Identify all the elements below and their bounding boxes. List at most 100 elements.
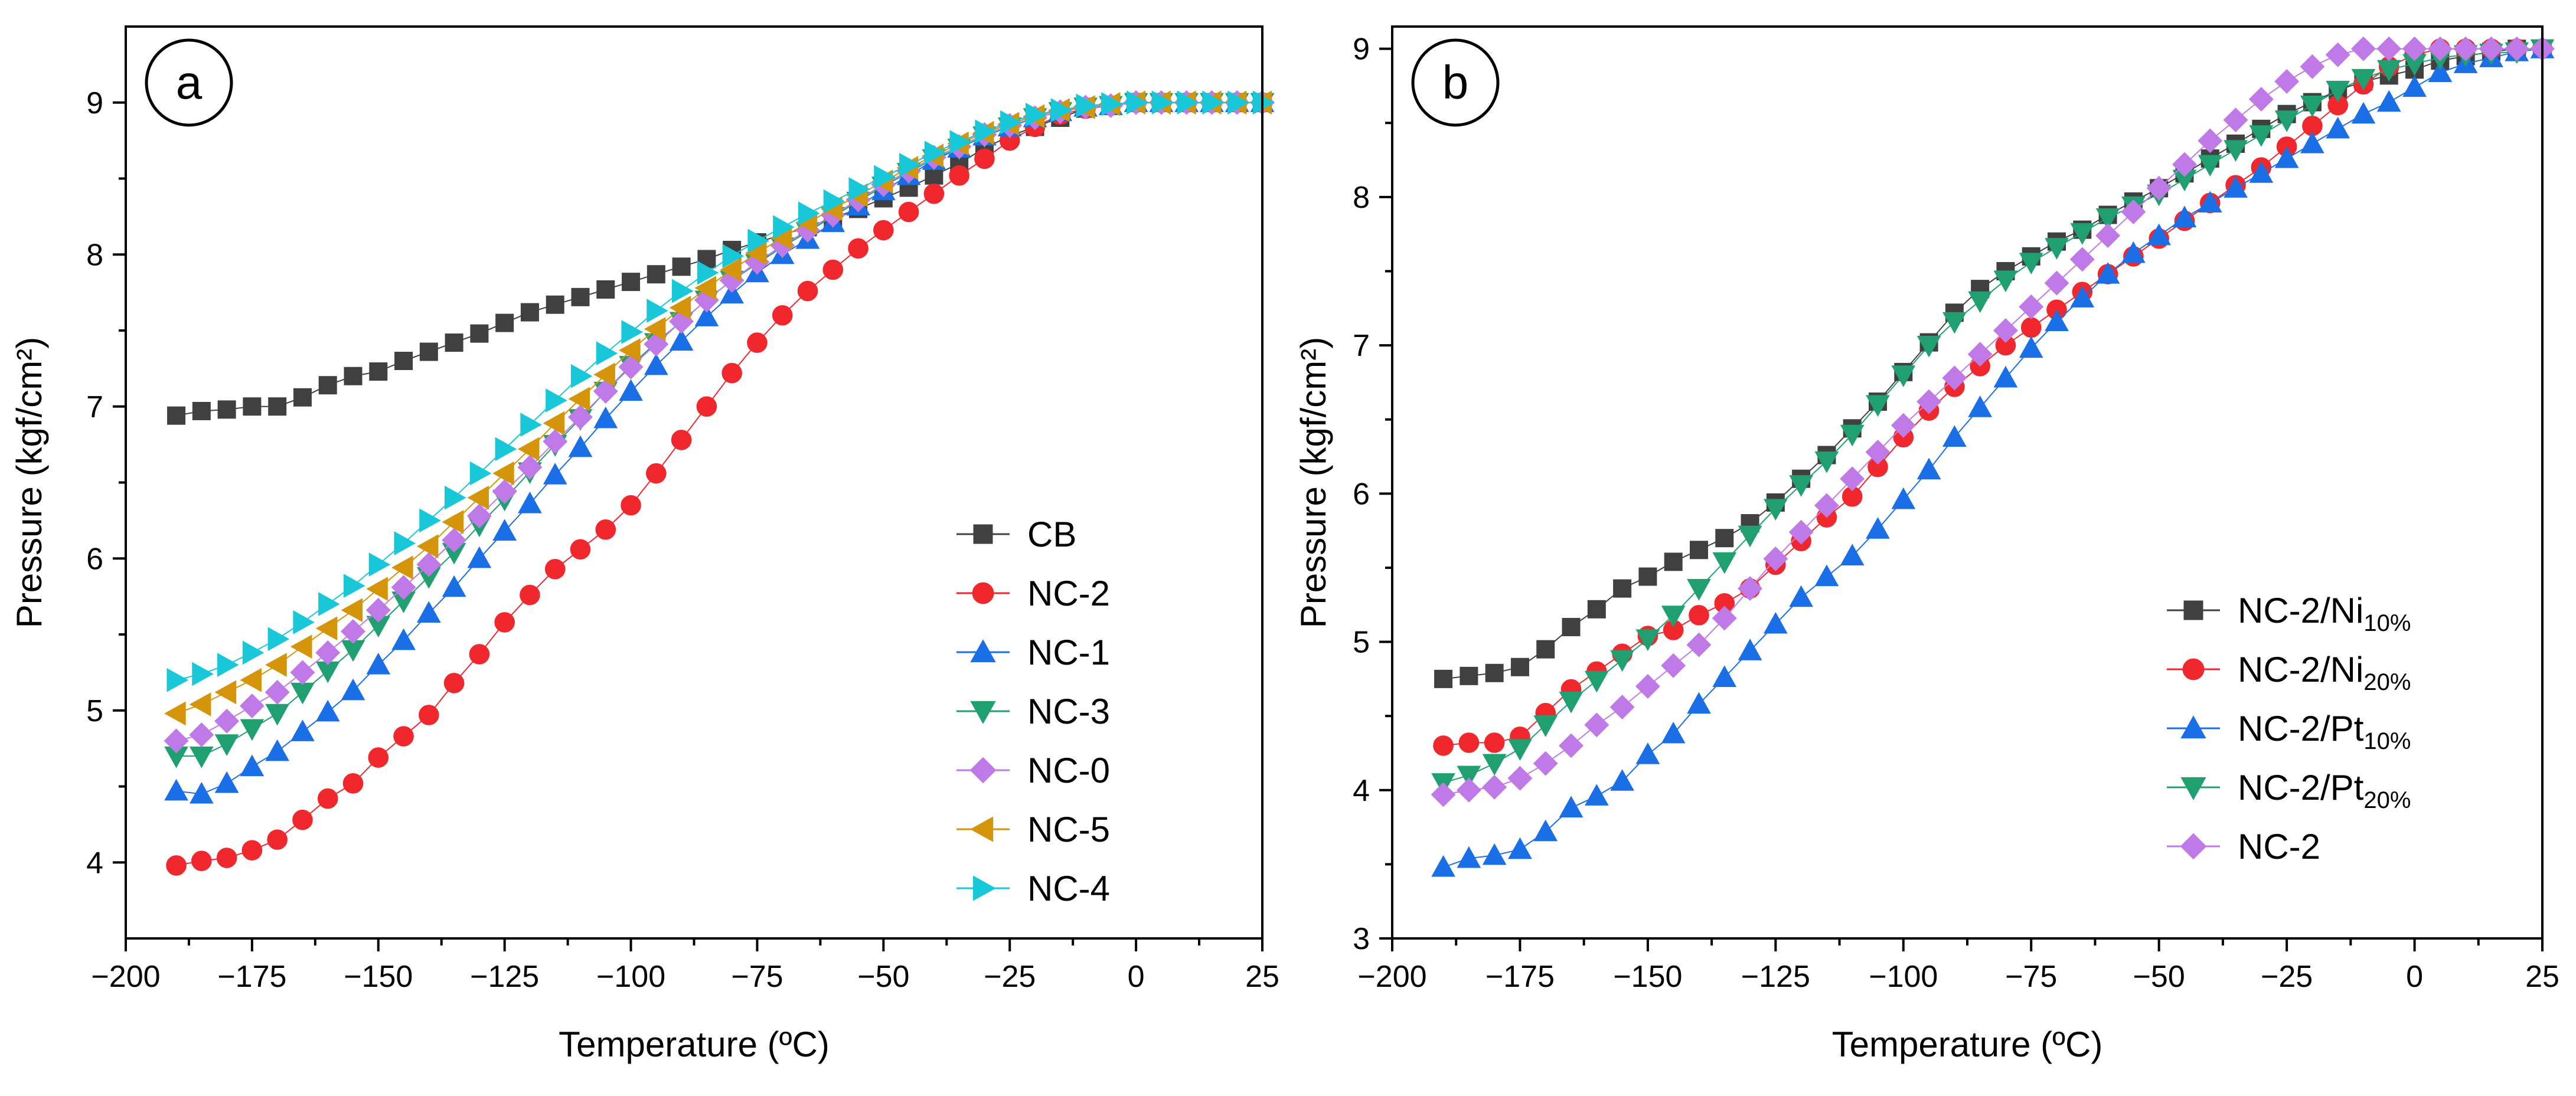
series-nc-2-ni10- [1434,40,2552,688]
data-point [1942,365,1967,391]
data-point [1151,90,1174,115]
data-point [1661,653,1686,678]
data-point [618,354,644,379]
series-line [1443,48,2542,680]
data-point [2019,253,2043,274]
data-point [543,463,567,485]
data-point [593,362,615,387]
data-point [2427,36,2453,61]
data-point [240,754,265,777]
data-point [2121,241,2146,263]
data-point [2147,223,2172,246]
data-point [520,303,539,322]
data-point [2402,36,2427,61]
data-point [492,479,517,504]
data-point [164,778,188,801]
legend-label: NC-2/Pt10% [2238,709,2411,754]
data-point [268,397,287,416]
x-tick-label: −175 [217,960,286,994]
data-point [1738,525,1762,548]
data-point [1127,90,1148,115]
data-point [2453,36,2479,61]
legend-item: NC-4 [956,869,1110,908]
legend-marker [972,582,994,604]
data-point [2326,80,2350,103]
data-point [1000,110,1022,135]
data-point [1789,475,1813,497]
legend: CB NC-2 NC-1 NC-3 NC-0 NC-5 NC-4 [956,515,1110,908]
data-point [1715,529,1734,548]
data-point [443,673,465,693]
data-point [1917,389,1942,414]
data-point [747,332,768,353]
data-point [1993,318,2018,343]
panel-b: −200 −175 −150 −125 −100 −75 −50 −25 0 25 3 4 5 6 7 8 9 T… [1294,25,2559,1064]
data-point [568,387,590,411]
panel-label-text: b [1442,56,1469,109]
data-point [1458,732,1480,753]
y-tick-label: 9 [86,86,103,120]
data-point [315,640,341,665]
data-point [1562,617,1581,636]
data-point [265,653,287,677]
data-point [2146,175,2172,201]
data-point [1687,692,1711,714]
data-point [466,503,492,529]
data-point [517,454,543,480]
data-point [442,510,464,534]
data-point [2274,68,2300,94]
data-point [467,485,489,510]
legend-item: NC-3 [956,692,1110,731]
data-point [1891,413,1916,438]
data-point [848,177,871,201]
data-point [1689,541,1708,560]
data-point [341,678,365,701]
data-point [1559,691,1584,714]
data-point [1686,632,1712,657]
data-point [1457,765,1481,788]
data-point [595,519,616,540]
data-point [1712,552,1737,574]
data-point [292,809,313,830]
data-point [241,840,263,861]
panel-label: b [1411,38,1500,127]
data-point [2274,110,2299,132]
data-point [1533,751,1558,776]
x-tick-label: −150 [1613,960,1682,994]
data-point [1609,695,1635,720]
series-nc-2-ni20- [1433,38,2553,756]
legend-marker [973,524,993,544]
data-point [874,165,896,189]
data-point [622,273,641,292]
y-tick-label: 5 [86,694,103,728]
data-point [2326,116,2350,139]
data-point [518,492,542,513]
data-point [2095,262,2120,284]
y-tick-label: 5 [1353,626,1370,660]
data-point [318,376,337,395]
legend-marker [2182,658,2205,680]
data-point [2351,102,2376,124]
series-cb [167,93,1272,425]
data-point [445,485,466,510]
data-point [1866,517,1890,539]
data-point [1865,440,1891,464]
data-point [470,324,489,343]
x-axis-title: Temperature (ºC) [1832,1025,2103,1064]
legend-marker [970,639,996,663]
data-point [1584,712,1609,738]
data-point [2198,191,2222,213]
data-point [721,362,742,384]
series-line [176,102,1262,795]
data-point [1763,499,1788,521]
legend-label: NC-1 [1027,633,1110,672]
data-point [1610,769,1634,791]
data-point [2172,152,2197,177]
legend-label: NC-2/Ni20% [2238,650,2411,695]
data-point [164,701,186,726]
panel-a: −200 −175 −150 −125 −100 −75 −50 −25 0 25 4 5 6 7 8 9 Te… [9,25,1279,1064]
data-point [214,734,239,756]
legend-label: NC-3 [1027,692,1110,731]
data-point [798,201,820,226]
data-point [1840,424,1865,447]
